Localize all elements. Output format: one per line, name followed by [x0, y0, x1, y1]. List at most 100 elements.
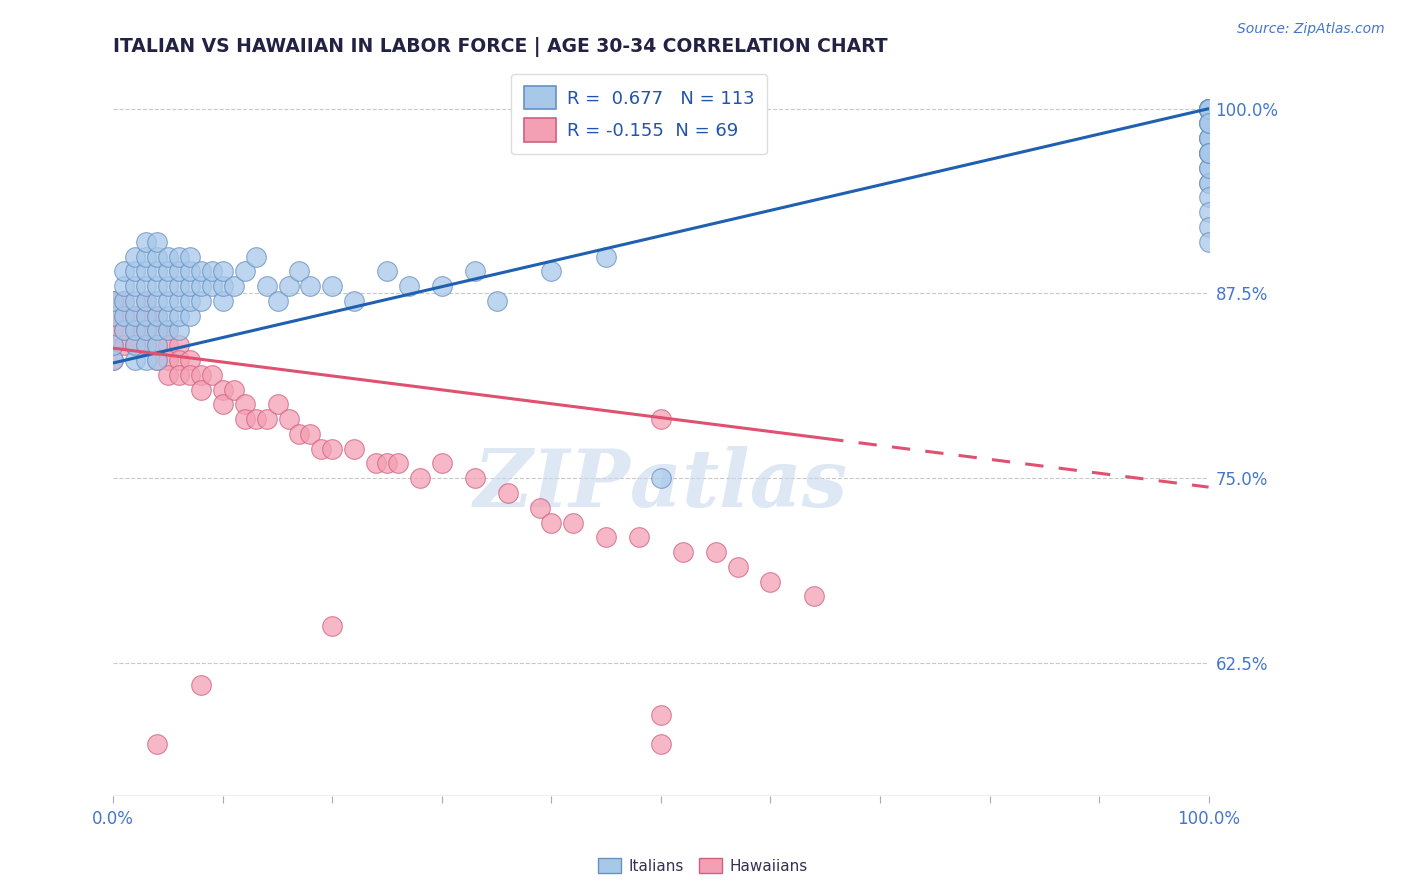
Point	[167, 250, 190, 264]
Point	[135, 323, 157, 337]
Point	[146, 353, 169, 368]
Point	[112, 309, 135, 323]
Point	[1198, 102, 1220, 116]
Point	[1198, 102, 1220, 116]
Point	[650, 707, 672, 722]
Point	[167, 309, 190, 323]
Point	[135, 309, 157, 323]
Point	[464, 264, 486, 278]
Point	[245, 250, 267, 264]
Point	[112, 264, 135, 278]
Point	[112, 279, 135, 293]
Point	[299, 426, 322, 441]
Point	[124, 309, 146, 323]
Point	[201, 279, 224, 293]
Point	[157, 368, 180, 382]
Text: ITALIAN VS HAWAIIAN IN LABOR FORCE | AGE 30-34 CORRELATION CHART: ITALIAN VS HAWAIIAN IN LABOR FORCE | AGE…	[114, 37, 889, 57]
Point	[595, 530, 617, 544]
Point	[179, 293, 201, 308]
Point	[375, 264, 398, 278]
Point	[146, 323, 169, 337]
Point	[1198, 176, 1220, 190]
Point	[146, 250, 169, 264]
Text: ZIP​atlas: ZIP​atlas	[474, 446, 848, 524]
Point	[233, 264, 256, 278]
Point	[201, 264, 224, 278]
Point	[135, 338, 157, 352]
Point	[256, 412, 278, 426]
Point	[222, 383, 245, 397]
Point	[179, 309, 201, 323]
Point	[190, 293, 212, 308]
Point	[233, 397, 256, 411]
Point	[277, 279, 299, 293]
Point	[167, 264, 190, 278]
Point	[179, 250, 201, 264]
Point	[190, 279, 212, 293]
Point	[157, 338, 180, 352]
Point	[146, 338, 169, 352]
Point	[803, 590, 825, 604]
Point	[672, 545, 695, 559]
Point	[1198, 102, 1220, 116]
Point	[190, 264, 212, 278]
Point	[387, 457, 409, 471]
Point	[430, 279, 453, 293]
Point	[146, 293, 169, 308]
Point	[179, 264, 201, 278]
Point	[179, 353, 201, 368]
Point	[211, 397, 233, 411]
Point	[124, 323, 146, 337]
Point	[103, 323, 125, 337]
Point	[321, 279, 343, 293]
Point	[1198, 102, 1220, 116]
Point	[1198, 219, 1220, 234]
Point	[1198, 131, 1220, 145]
Point	[146, 235, 169, 249]
Legend: R =  0.677   N = 113, R = -0.155  N = 69: R = 0.677 N = 113, R = -0.155 N = 69	[510, 73, 768, 154]
Point	[650, 737, 672, 751]
Point	[1198, 102, 1220, 116]
Point	[167, 279, 190, 293]
Point	[124, 279, 146, 293]
Point	[103, 338, 125, 352]
Point	[1198, 161, 1220, 175]
Point	[1198, 190, 1220, 204]
Point	[1198, 161, 1220, 175]
Point	[1198, 102, 1220, 116]
Point	[201, 368, 224, 382]
Point	[1198, 102, 1220, 116]
Point	[496, 486, 519, 500]
Point	[321, 619, 343, 633]
Point	[1198, 146, 1220, 161]
Point	[167, 368, 190, 382]
Point	[135, 323, 157, 337]
Point	[135, 279, 157, 293]
Point	[135, 338, 157, 352]
Point	[157, 293, 180, 308]
Point	[124, 338, 146, 352]
Point	[1198, 116, 1220, 130]
Point	[1198, 146, 1220, 161]
Point	[103, 309, 125, 323]
Point	[179, 368, 201, 382]
Point	[321, 442, 343, 456]
Point	[704, 545, 727, 559]
Point	[266, 397, 288, 411]
Point	[135, 353, 157, 368]
Point	[266, 293, 288, 308]
Point	[1198, 102, 1220, 116]
Point	[167, 293, 190, 308]
Point	[146, 309, 169, 323]
Point	[135, 309, 157, 323]
Point	[157, 323, 180, 337]
Point	[146, 353, 169, 368]
Point	[167, 323, 190, 337]
Point	[179, 279, 201, 293]
Point	[650, 412, 672, 426]
Point	[103, 309, 125, 323]
Point	[1198, 146, 1220, 161]
Text: Source: ZipAtlas.com: Source: ZipAtlas.com	[1237, 22, 1385, 37]
Point	[540, 516, 562, 530]
Point	[1198, 205, 1220, 219]
